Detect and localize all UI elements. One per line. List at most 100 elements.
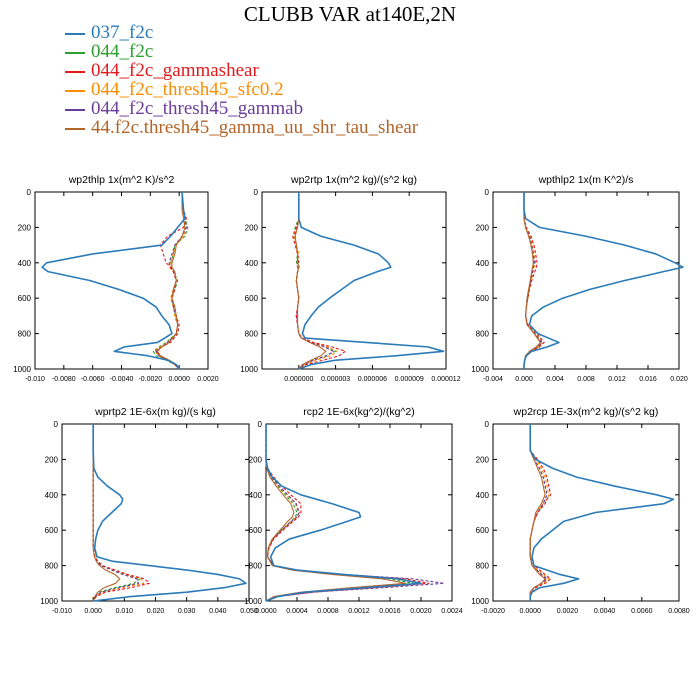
y-tick-label: 800 — [45, 562, 59, 571]
legend-swatch — [65, 109, 85, 111]
y-tick-label: 0 — [54, 420, 59, 429]
y-tick-label: 600 — [476, 526, 490, 535]
plot-frame — [261, 191, 447, 370]
y-tick-label: 600 — [249, 526, 263, 535]
series-line — [92, 424, 247, 602]
x-tick-label: 0.0060 — [631, 608, 653, 615]
x-tick-label: 0.0020 — [410, 608, 432, 615]
series-line — [293, 192, 338, 370]
x-tick-label: 0.012 — [608, 376, 626, 383]
y-tick-label: 800 — [476, 562, 490, 571]
y-tick-label: 800 — [245, 330, 259, 339]
x-tick-label: 0.0040 — [594, 608, 616, 615]
y-tick-label: 800 — [249, 562, 263, 571]
x-tick-label: -0.0080 — [52, 376, 76, 383]
x-tick-label: -0.004 — [483, 376, 503, 383]
panel-title: wpthlp2 1x(m K^2)/s — [538, 174, 634, 186]
figure-title: CLUBB VAR at140E,2N — [243, 2, 457, 26]
y-tick-label: 0 — [485, 188, 490, 197]
x-tick-label: 0.040 — [209, 608, 227, 615]
x-tick-label: 0.0020 — [197, 376, 219, 383]
panel-title: wp2thlp 1x(m^2 K)/s^2 — [68, 174, 175, 186]
x-tick-label: 0.030 — [178, 608, 196, 615]
series-line — [92, 424, 145, 602]
y-tick-label: 1000 — [244, 597, 262, 606]
legend-label: 044_f2c_thresh45_sfc0.2 — [91, 79, 284, 100]
series-line — [529, 424, 546, 601]
series-line — [523, 192, 684, 369]
legend-swatch — [65, 52, 85, 54]
series-line — [155, 191, 187, 370]
y-tick-label: 1000 — [13, 365, 31, 374]
y-tick-label: 1000 — [240, 365, 258, 374]
panel-title: rcp2 1E-6x(kg^2)/(kg^2) — [303, 406, 414, 418]
x-tick-label: 0.016 — [639, 376, 657, 383]
series-line — [529, 424, 550, 601]
y-tick-label: 200 — [476, 455, 490, 464]
y-tick-label: 200 — [476, 223, 490, 232]
y-tick-label: 600 — [18, 294, 32, 303]
x-tick-label: 0.0000 — [519, 608, 541, 615]
x-tick-label: 0.008 — [577, 376, 595, 383]
x-tick-label: 0.000003 — [321, 376, 350, 383]
x-tick-label: 0.000 — [84, 608, 102, 615]
series-line — [529, 424, 675, 601]
plot-frame — [492, 423, 680, 602]
y-tick-label: 200 — [45, 455, 59, 464]
x-tick-label: -0.010 — [52, 608, 72, 615]
y-tick-label: 200 — [245, 223, 259, 232]
y-tick-label: 600 — [476, 294, 490, 303]
x-tick-label: 0.0024 — [441, 608, 463, 615]
legend-label: 044_f2c — [91, 41, 154, 62]
x-tick-label: 0.050 — [240, 608, 258, 615]
x-tick-label: 0.000012 — [431, 376, 460, 383]
y-tick-label: 1000 — [471, 365, 489, 374]
legend-label: 044_f2c_gammashear — [91, 60, 259, 81]
series-line — [293, 192, 337, 370]
x-tick-label: -0.0020 — [481, 608, 505, 615]
x-tick-label: 0.0016 — [379, 608, 401, 615]
y-tick-label: 800 — [476, 330, 490, 339]
series-line — [155, 191, 187, 370]
y-tick-label: 400 — [18, 259, 32, 268]
x-tick-label: 0.000000 — [284, 376, 313, 383]
y-tick-label: 400 — [245, 259, 259, 268]
y-tick-label: 1000 — [471, 597, 489, 606]
y-tick-label: 0 — [485, 420, 490, 429]
series-line — [265, 424, 422, 602]
series-line — [41, 191, 186, 370]
series-line — [294, 192, 327, 370]
series-line — [92, 424, 141, 602]
x-tick-label: -0.0060 — [81, 376, 105, 383]
x-tick-label: 0.004 — [546, 376, 564, 383]
x-tick-label: -0.0020 — [138, 376, 162, 383]
series-line — [265, 424, 407, 602]
y-tick-label: 400 — [476, 259, 490, 268]
y-tick-label: 400 — [249, 491, 263, 500]
x-tick-label: 0.0012 — [348, 608, 370, 615]
legend-label: 44.f2c.thresh45_gamma_uu_shr_tau_shear — [91, 117, 419, 138]
y-tick-label: 200 — [249, 455, 263, 464]
series-line — [92, 424, 150, 602]
x-tick-label: -0.0040 — [110, 376, 134, 383]
y-tick-label: 1000 — [40, 597, 58, 606]
y-tick-label: 0 — [27, 188, 32, 197]
plot-frame — [492, 191, 680, 370]
plot-frame — [34, 191, 209, 370]
y-tick-label: 600 — [45, 526, 59, 535]
y-tick-label: 400 — [476, 491, 490, 500]
x-tick-label: 0.000 — [515, 376, 533, 383]
legend-swatch — [65, 90, 85, 92]
y-tick-label: 800 — [18, 330, 32, 339]
x-tick-label: 0.0008 — [317, 608, 339, 615]
panel-title: wprtp2 1E-6x(m kg)/(s kg) — [94, 406, 216, 418]
series-line — [152, 191, 189, 370]
panel-title: wp2rtp 1x(m^2 kg)/(s^2 kg) — [290, 174, 417, 186]
series-line — [292, 192, 346, 370]
legend-swatch — [65, 33, 85, 35]
y-tick-label: 0 — [254, 188, 259, 197]
x-tick-label: 0.020 — [670, 376, 688, 383]
series-line — [92, 424, 121, 602]
y-tick-label: 600 — [245, 294, 259, 303]
